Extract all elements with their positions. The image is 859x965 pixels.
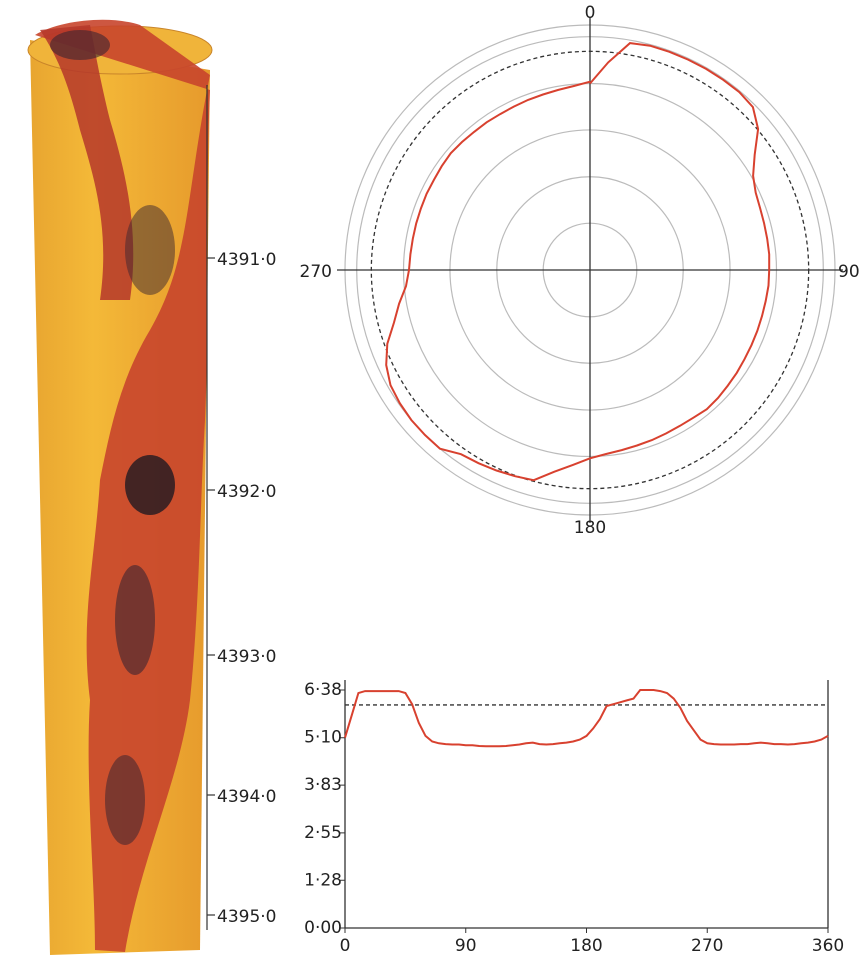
borehole-image xyxy=(28,20,212,955)
y-tick-label: 5·10 xyxy=(304,728,342,748)
y-tick-label: 4394·0 xyxy=(217,787,276,807)
y-tick-label: 0·00 xyxy=(304,918,342,938)
y-tick-label: 4391·0 xyxy=(217,250,276,270)
dark-spot xyxy=(125,455,175,515)
y-tick-label: 6·38 xyxy=(304,680,342,700)
x-tick-label: 0 xyxy=(340,936,351,956)
y-tick-label: 4395·0 xyxy=(217,907,276,927)
radius-profile xyxy=(386,43,769,480)
radius-line xyxy=(345,690,828,746)
dark-spot xyxy=(105,755,145,845)
dark-spot xyxy=(115,565,155,675)
y-tick-label: 1·28 xyxy=(304,870,342,890)
dark-spot xyxy=(125,205,175,295)
x-tick-label: 360 xyxy=(812,936,844,956)
y-tick-label: 3·83 xyxy=(304,775,342,795)
theta-tick-label: 270 xyxy=(300,262,332,282)
y-tick-label: 2·55 xyxy=(304,823,342,843)
y-tick-label: 4392·0 xyxy=(217,482,276,502)
theta-tick-label: 180 xyxy=(574,518,606,538)
y-tick-label: 4393·0 xyxy=(217,647,276,667)
figure: 4391·0 4392·0 4393·0 4394·0 4395·0 0 90 180 270 0… xyxy=(0,0,859,965)
x-tick-label: 90 xyxy=(455,936,477,956)
x-tick-label: 180 xyxy=(570,936,602,956)
theta-tick-label: 90 xyxy=(838,262,859,282)
x-tick-label: 270 xyxy=(691,936,723,956)
dark-spot xyxy=(50,30,110,60)
theta-tick-label: 0 xyxy=(585,3,596,23)
